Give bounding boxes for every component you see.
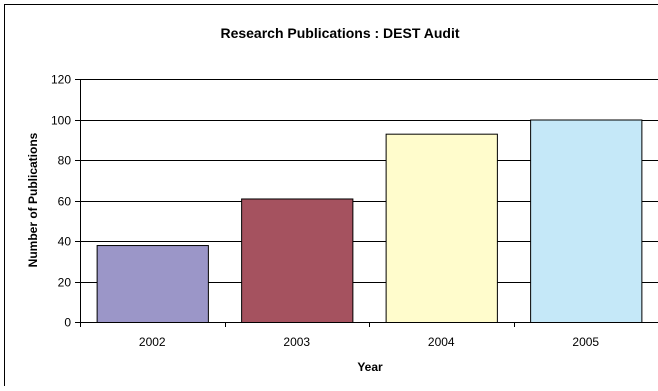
bar-2004 [386, 134, 497, 322]
y-tick-label-80: 80 [58, 154, 72, 168]
bar-2002 [97, 246, 208, 323]
y-tick-label-40: 40 [58, 235, 72, 249]
bar-2003 [242, 199, 353, 323]
x-axis-label: Year [357, 360, 383, 374]
y-tick-label-20: 20 [58, 276, 72, 290]
y-tick-label-100: 100 [51, 114, 71, 128]
x-tick-label-2004: 2004 [428, 335, 455, 349]
y-tick-label-0: 0 [64, 316, 71, 330]
chart-title: Research Publications : DEST Audit [220, 25, 459, 41]
x-tick-label-2005: 2005 [572, 335, 599, 349]
x-tick-label-2003: 2003 [283, 335, 310, 349]
y-tick-label-120: 120 [51, 73, 71, 87]
y-tick-label-60: 60 [58, 195, 72, 209]
bar-2005 [531, 120, 642, 323]
y-axis-label: Number of Publications [26, 132, 40, 267]
x-tick-label-2002: 2002 [139, 335, 166, 349]
